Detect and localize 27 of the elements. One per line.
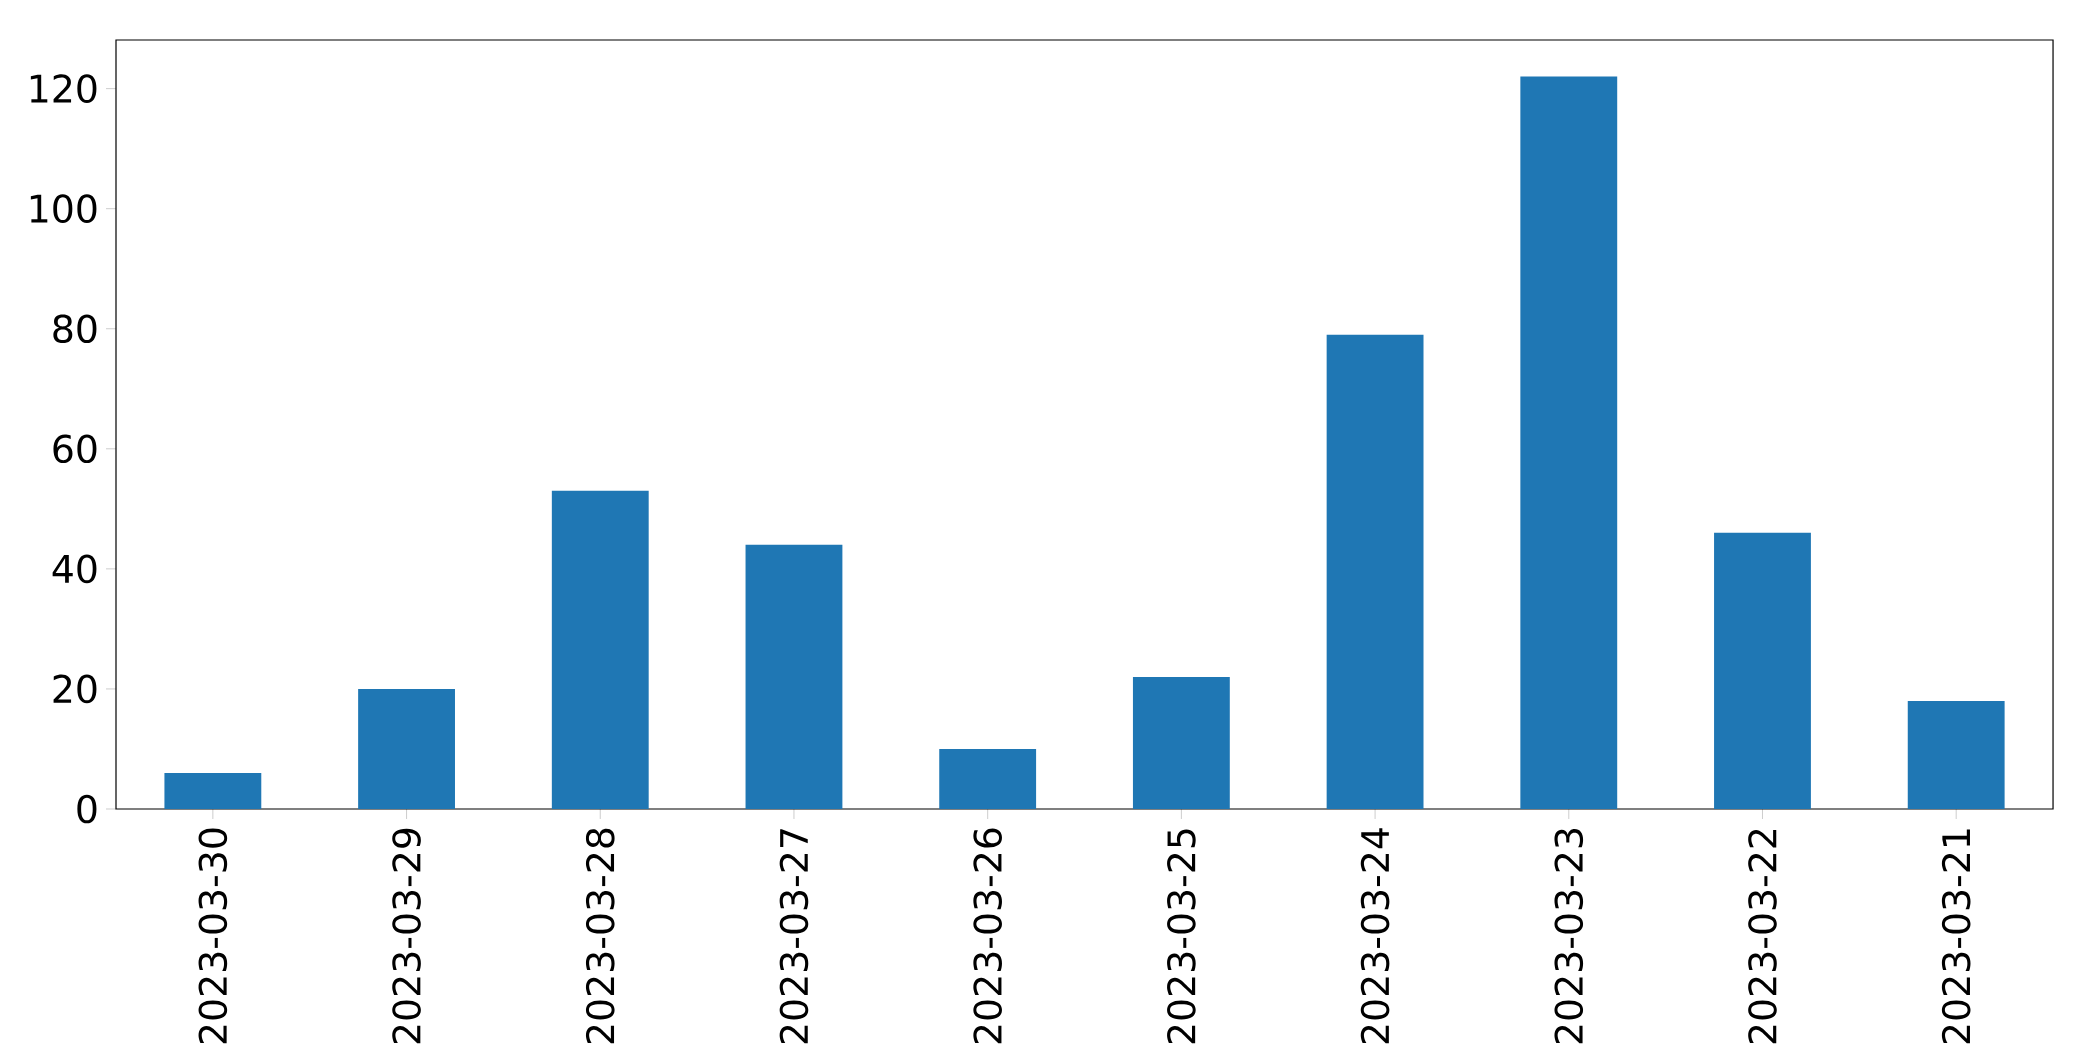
bar: [551, 490, 649, 809]
x-tick-label: 2023-03-30: [198, 828, 228, 1044]
bar: [1132, 676, 1230, 809]
bar: [358, 688, 455, 809]
bar: [1714, 532, 1811, 809]
bar: [939, 748, 1037, 809]
x-tick-label: 2023-03-21: [1941, 829, 1971, 1044]
x-tick-label: 2023-03-26: [973, 828, 1002, 1044]
y-tick-label: 80: [53, 314, 97, 344]
bar: [1326, 334, 1424, 809]
y-tick-label: 60: [53, 434, 97, 464]
x-tick-label: 2023-03-27: [779, 829, 809, 1044]
y-tick-label: 100: [30, 194, 97, 223]
x-tick-label: 2023-03-29: [392, 828, 421, 1044]
x-tick-label: 2023-03-25: [1167, 829, 1196, 1044]
x-tick-label: 2023-03-24: [1360, 828, 1390, 1044]
y-tick-label: 20: [53, 674, 97, 704]
y-tick-label: 0: [77, 794, 97, 824]
x-tick-label: 2023-03-22: [1748, 829, 1777, 1044]
bar: [1520, 76, 1618, 809]
x-tick-label: 2023-03-23: [1554, 829, 1584, 1044]
y-tick-label: 120: [30, 74, 97, 103]
x-tick-label: 2023-03-28: [585, 828, 615, 1044]
bar: [1907, 700, 2005, 809]
y-tick-label: 40: [52, 554, 97, 584]
bar: [164, 772, 262, 809]
bar: [745, 544, 843, 809]
